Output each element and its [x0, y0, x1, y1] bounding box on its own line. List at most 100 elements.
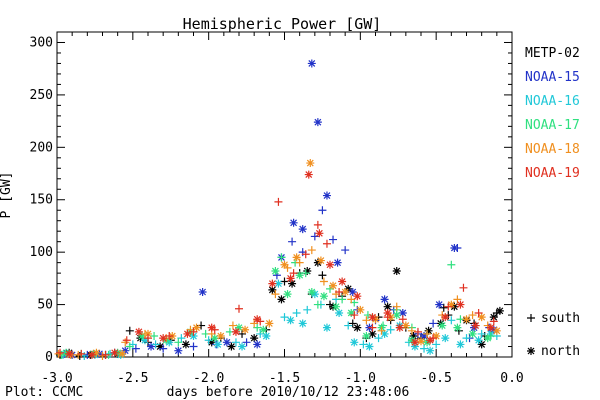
point-noaa-17-north [468, 329, 477, 338]
point-noaa-19-north [410, 338, 419, 347]
point-noaa-19-north [253, 315, 262, 324]
point-noaa-15-south [242, 338, 251, 347]
point-noaa-18-north [216, 332, 225, 341]
legend-noaa-17: NOAA-17 [525, 118, 580, 133]
point-noaa-19-south [489, 317, 498, 326]
y-tick-label: 300 [30, 35, 53, 50]
point-noaa-15-north [289, 218, 298, 227]
point-noaa-17-north [259, 325, 268, 334]
x-tick-label: -0.5 [421, 371, 452, 386]
point-noaa-15-north [121, 346, 130, 355]
point-noaa-16-south [359, 340, 368, 349]
y-axis: 0 50 100 150 200 250 300 [30, 35, 512, 365]
point-noaa-19-north [183, 329, 192, 338]
point-noaa-16-north [262, 332, 271, 341]
point-noaa-19-north [338, 277, 347, 286]
point-noaa-15-north [198, 288, 207, 296]
point-noaa-19-south [189, 327, 198, 336]
point-noaa-15-north [489, 325, 498, 334]
point-noaa-16-south [420, 344, 429, 353]
point-noaa-15-north [298, 225, 307, 234]
point-noaa-17-south [253, 323, 262, 332]
point-noaa-19-south [165, 332, 174, 341]
point-noaa-19-south [301, 250, 310, 259]
point-noaa-15-south [341, 246, 350, 255]
point-noaa-16-north [213, 340, 222, 349]
plot-credit: Plot: CCMC [5, 385, 83, 400]
y-tick-label: 0 [45, 350, 53, 365]
point-noaa-15-north [348, 288, 357, 296]
point-noaa-19-south [350, 311, 359, 320]
point-noaa-18-south [407, 326, 416, 335]
point-noaa-16-north [365, 342, 374, 351]
point-noaa-19-south [274, 197, 283, 206]
point-noaa-15-north [398, 308, 407, 317]
point-noaa-19-south [322, 239, 331, 248]
legend-metp-02: METP-02 [525, 46, 580, 61]
legend-marker-south: south [541, 311, 580, 326]
legend-noaa-15: NOAA-15 [525, 70, 580, 85]
point-noaa-19-north [315, 229, 324, 238]
point-noaa-19-north [486, 323, 495, 332]
point-noaa-18-north [341, 288, 350, 296]
point-metp-02-north [268, 285, 277, 294]
point-noaa-16-south [303, 305, 312, 314]
point-noaa-16-south [374, 334, 383, 343]
point-metp-02-north [181, 340, 190, 349]
point-noaa-18-north [280, 260, 289, 269]
point-metp-02-north [383, 302, 392, 311]
y-tick-label: 100 [30, 245, 53, 260]
point-noaa-16-north [165, 338, 174, 347]
point-noaa-18-north [92, 348, 101, 357]
point-noaa-18-north [241, 325, 250, 334]
point-metp-02-south [439, 303, 448, 312]
point-metp-02-north [277, 295, 286, 304]
point-noaa-18-south [121, 338, 130, 347]
point-noaa-19-south [313, 220, 322, 229]
point-noaa-18-north [316, 256, 325, 265]
point-noaa-17-north [210, 334, 219, 343]
point-noaa-16-north [410, 342, 419, 351]
point-noaa-16-south [177, 334, 186, 343]
point-noaa-17-north [332, 302, 341, 311]
point-noaa-17-north [392, 311, 401, 320]
point-noaa-16-north [350, 338, 359, 347]
point-metp-02-south [125, 326, 134, 335]
point-noaa-17-south [338, 295, 347, 304]
point-noaa-15-north [307, 59, 316, 68]
point-noaa-19-north [87, 350, 96, 359]
point-noaa-16-north [474, 336, 483, 345]
point-noaa-17-north [137, 332, 146, 341]
point-noaa-19-south [413, 327, 422, 336]
point-noaa-15-north [147, 342, 156, 351]
point-noaa-18-south [250, 319, 259, 328]
point-noaa-15-north [95, 349, 104, 358]
point-noaa-18-south [54, 349, 63, 358]
point-noaa-15-north [450, 243, 459, 252]
point-noaa-19-north [65, 349, 74, 358]
point-noaa-15-north [313, 118, 322, 127]
point-noaa-18-south [307, 246, 316, 255]
point-noaa-19-north [110, 348, 119, 357]
point-noaa-15-north [380, 295, 389, 304]
point-noaa-17-north [319, 292, 328, 301]
point-noaa-17-north [453, 323, 462, 332]
point-metp-02-north [227, 342, 236, 351]
point-noaa-16-north [426, 346, 435, 355]
point-noaa-16-south [386, 325, 395, 334]
point-noaa-18-north [477, 313, 486, 322]
point-noaa-16-north [286, 316, 295, 325]
point-noaa-18-north [292, 253, 301, 262]
x-axis-label: days before 2010/10/12 23:48:06 [167, 385, 410, 400]
point-noaa-19-north [395, 323, 404, 332]
y-tick-label: 200 [30, 140, 53, 155]
point-noaa-19-south [398, 315, 407, 324]
point-noaa-17-south [277, 253, 286, 262]
point-noaa-19-north [286, 274, 295, 283]
point-metp-02-north [450, 302, 459, 311]
point-noaa-16-north [310, 290, 319, 299]
point-noaa-17-north [307, 288, 316, 296]
point-noaa-17-north [235, 323, 243, 332]
point-noaa-16-south [256, 329, 265, 338]
point-noaa-17-north [283, 290, 292, 299]
